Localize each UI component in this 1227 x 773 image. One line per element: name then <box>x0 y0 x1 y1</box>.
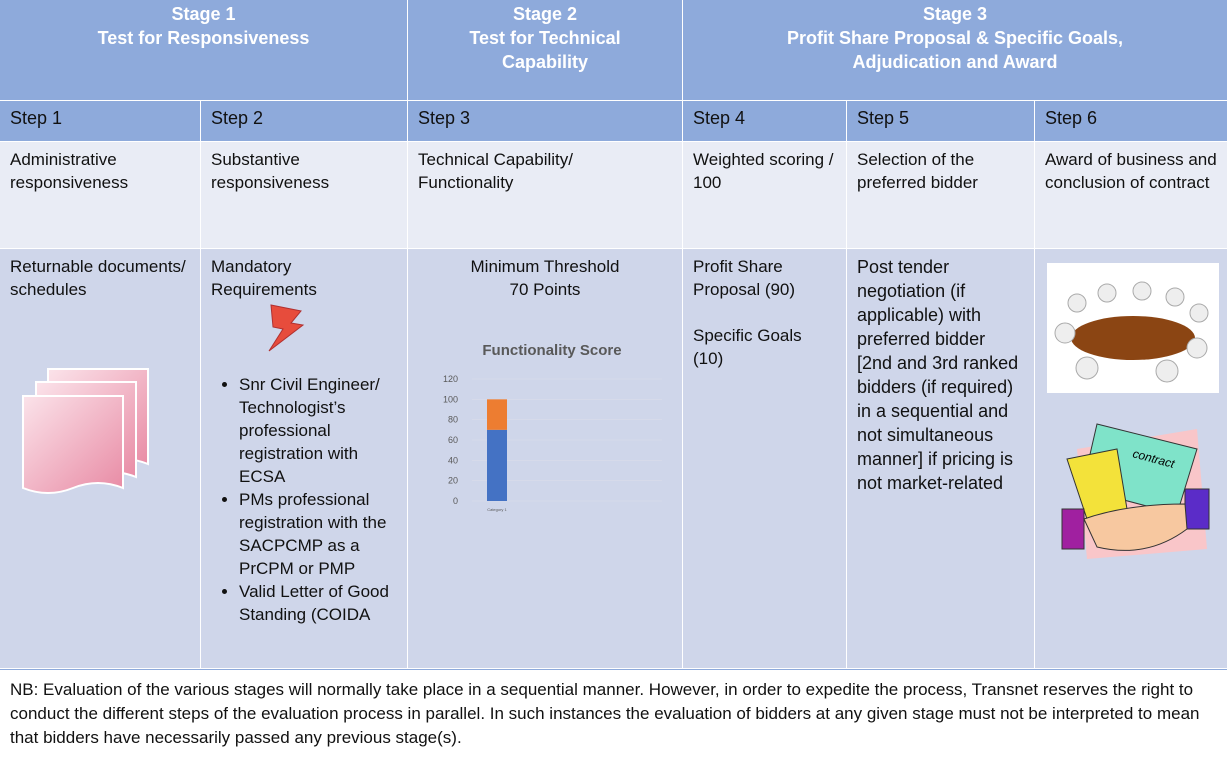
bar-segment <box>487 429 507 501</box>
detail-cell: contract <box>1035 249 1227 668</box>
lightning-icon <box>268 304 305 352</box>
x-tick-label: Category 1 <box>487 507 507 512</box>
y-tick-label: 40 <box>448 455 458 465</box>
y-tick-label: 20 <box>448 476 458 486</box>
note: NB: Evaluation of the various stages wil… <box>0 669 1227 773</box>
stage-header: Stage 1 Test for Responsiveness <box>0 0 407 100</box>
step-label: Step 6 <box>1035 101 1227 141</box>
stage-subtitle: Test for Technical Capability <box>469 28 621 72</box>
requirement: Valid Letter of Good Standing (COIDA <box>239 580 397 626</box>
detail-heading: Mandatory Requirements <box>211 257 317 299</box>
chart-title: Functionality Score <box>482 342 621 359</box>
detail-cell: Profit Share Proposal (90) Specific Goal… <box>683 249 846 668</box>
detail-text: Post tender negotiation (if applicable) … <box>857 257 1019 493</box>
y-tick-label: 80 <box>448 415 458 425</box>
detail-text: Specific Goals (10) <box>693 326 802 368</box>
detail-text: Minimum Threshold <box>470 257 620 276</box>
contract-icon: contract <box>1061 423 1210 559</box>
detail-text: Returnable documents/ schedules <box>10 257 186 299</box>
documents-icon <box>22 368 149 494</box>
detail-text: 70 Points <box>509 280 581 299</box>
y-tick-label: 60 <box>448 435 458 445</box>
stage-title: Stage 3 <box>922 4 988 24</box>
step-label: Step 1 <box>0 101 200 141</box>
step-description: Administrative responsiveness <box>0 142 200 248</box>
requirement: Snr Civil Engineer/ Technologist’s profe… <box>239 373 397 488</box>
detail-cell: Minimum Threshold 70 Points Functionalit… <box>408 249 682 668</box>
step-description: Substantive responsiveness <box>201 142 407 248</box>
step-description: Selection of the preferred bidder <box>847 142 1034 248</box>
step-label: Step 3 <box>408 101 682 141</box>
step-label: Step 4 <box>683 101 846 141</box>
y-tick-label: 100 <box>443 394 458 404</box>
stage-subtitle: Profit Share Proposal & Specific Goals, … <box>786 28 1124 72</box>
y-tick-label: 0 <box>453 496 458 506</box>
requirement-list: Snr Civil Engineer/ Technologist’s profe… <box>211 373 397 626</box>
stage-title: Stage 2 <box>512 4 578 24</box>
mini-chart: Functionality Score 0 20 40 60 80 100 120 Categ… <box>443 342 662 512</box>
detail-cell: Post tender negotiation (if applicable) … <box>847 249 1034 668</box>
stage-subtitle: Test for Responsiveness <box>97 28 310 48</box>
bar-segment <box>487 399 507 430</box>
step-description: Weighted scoring / 100 <box>683 142 846 248</box>
y-tick-label: 120 <box>443 374 458 384</box>
detail-text: Profit Share Proposal (90) <box>693 257 796 299</box>
step-label: Step 5 <box>847 101 1034 141</box>
requirement: PMs professional registration with the S… <box>239 488 397 580</box>
stage-header: Stage 2 Test for Technical Capability <box>408 0 682 100</box>
detail-cell: Mandatory Requirements Snr Civil Enginee… <box>201 249 407 668</box>
stage-title: Stage 1 <box>171 4 236 24</box>
detail-cell: Returnable documents/ schedules <box>0 249 200 668</box>
step-description: Award of business and conclusion of cont… <box>1035 142 1227 248</box>
stage-header: Stage 3 Profit Share Proposal & Specific … <box>683 0 1227 100</box>
step-label: Step 2 <box>201 101 407 141</box>
step-description: Technical Capability/ Functionality <box>408 142 682 248</box>
meeting-icon <box>1047 263 1219 393</box>
